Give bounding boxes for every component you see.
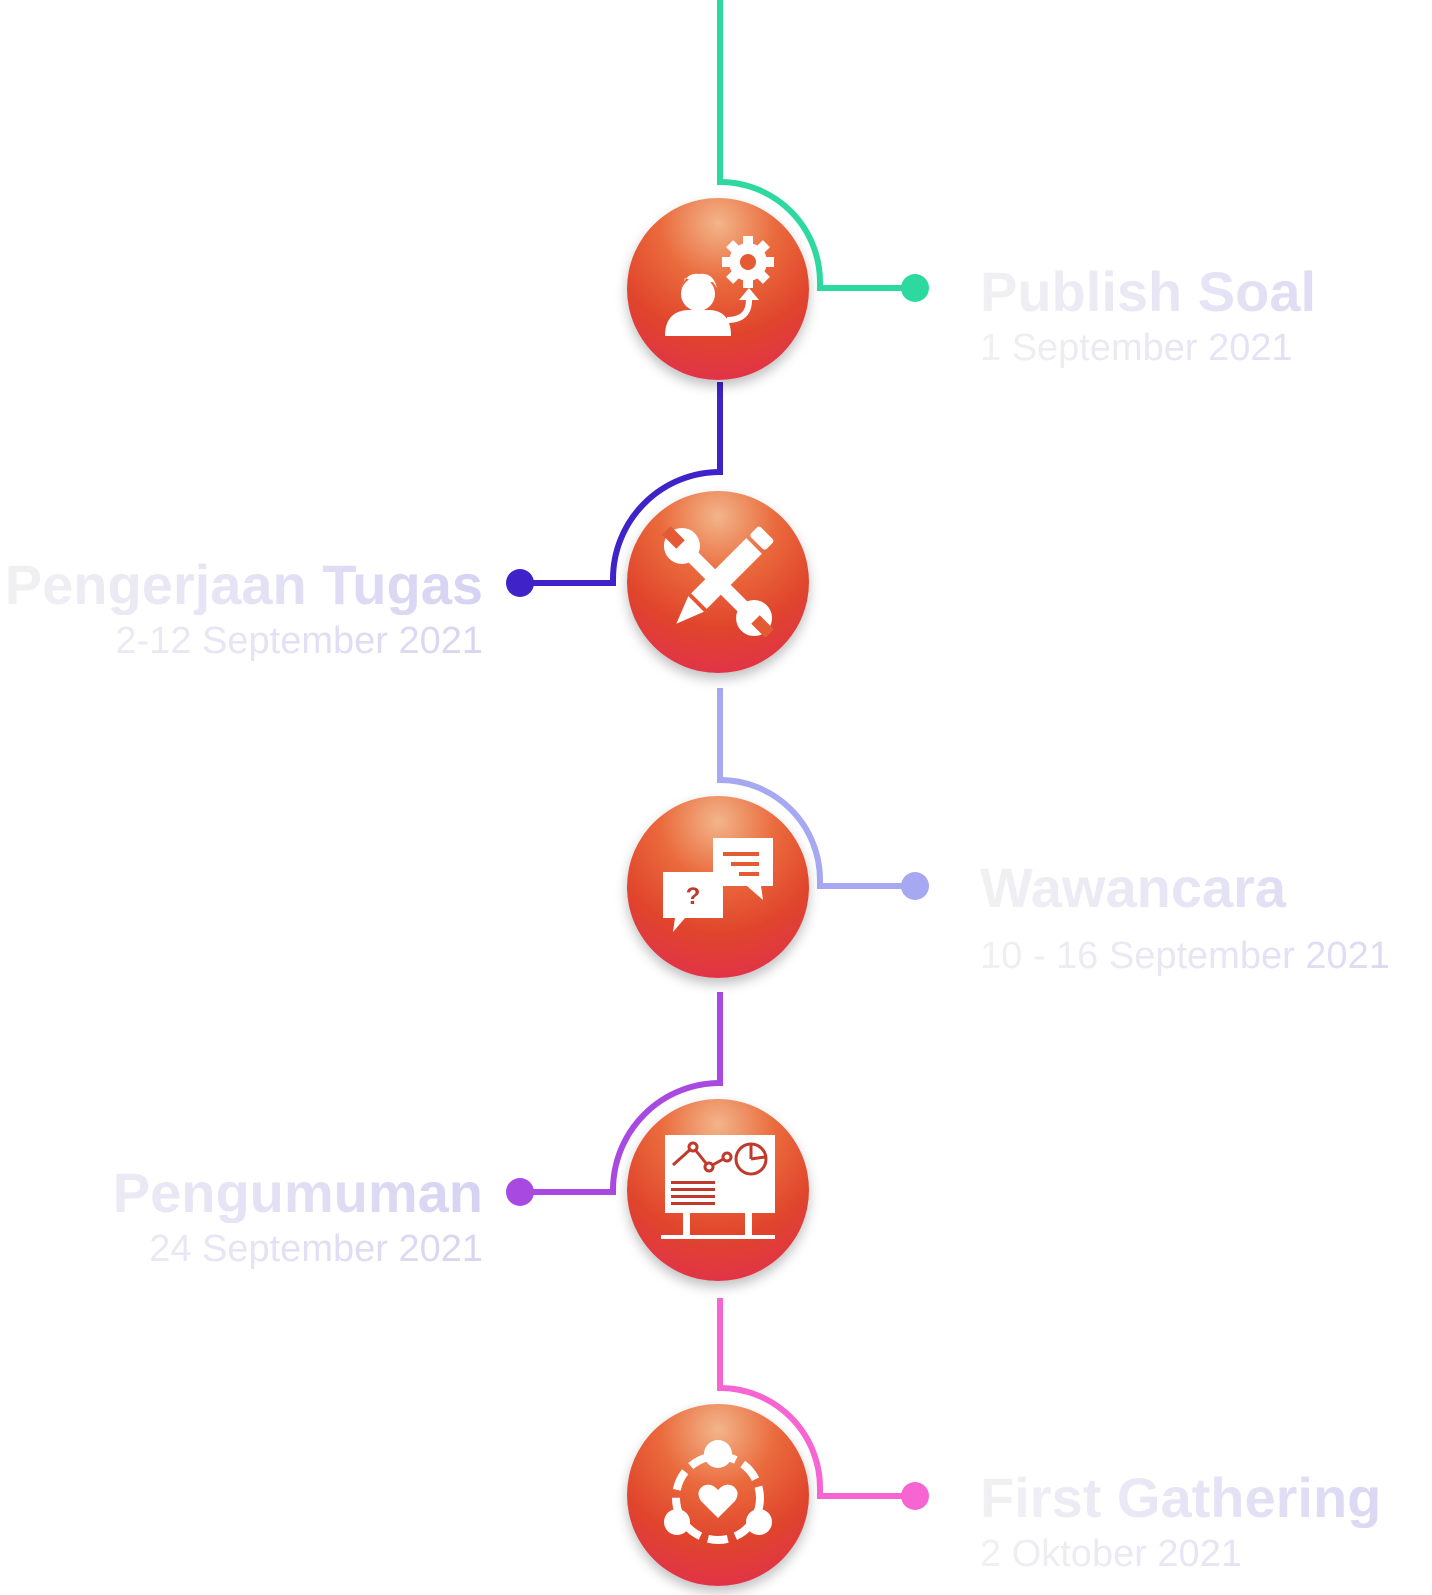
connector-wawancara bbox=[717, 688, 905, 889]
node-dot-publish-soal bbox=[901, 274, 929, 302]
chat-question-icon: ? bbox=[663, 838, 773, 932]
milestone-publish-soal bbox=[627, 198, 809, 380]
label-pengerjaan-tugas: Pengerjaan Tugas 2-12 September 2021 bbox=[3, 555, 483, 663]
milestone-date: 10 - 16 September 2021 bbox=[980, 934, 1432, 978]
milestone-title: Publish Soal bbox=[980, 262, 1432, 322]
milestone-title: First Gathering bbox=[980, 1468, 1432, 1528]
person-gear-icon bbox=[665, 236, 774, 336]
milestone-date: 24 September 2021 bbox=[3, 1227, 483, 1271]
connector-pengerjaan-tugas bbox=[520, 382, 723, 586]
node-dot-wawancara bbox=[901, 872, 929, 900]
connector-first-gathering bbox=[717, 1298, 905, 1499]
connector-publish-soal bbox=[717, 0, 905, 291]
node-dot-pengumuman bbox=[506, 1178, 534, 1206]
milestone-date: 2 Oktober 2021 bbox=[980, 1532, 1432, 1576]
milestone-pengumuman bbox=[627, 1099, 809, 1281]
node-dot-pengerjaan-tugas bbox=[506, 569, 534, 597]
milestone-title: Wawancara bbox=[980, 858, 1432, 918]
label-first-gathering: First Gathering 2 Oktober 2021 bbox=[980, 1468, 1432, 1576]
label-wawancara: Wawancara 10 - 16 September 2021 bbox=[980, 858, 1432, 978]
community-heart-icon bbox=[664, 1440, 772, 1544]
milestone-first-gathering bbox=[627, 1404, 809, 1586]
milestone-date: 2-12 September 2021 bbox=[3, 619, 483, 663]
connector-pengumuman bbox=[520, 992, 723, 1195]
milestone-date: 1 September 2021 bbox=[980, 326, 1432, 370]
milestone-wawancara: ? bbox=[627, 796, 809, 978]
presentation-board-icon bbox=[661, 1135, 775, 1239]
label-publish-soal: Publish Soal 1 September 2021 bbox=[980, 262, 1432, 370]
node-dot-first-gathering bbox=[901, 1482, 929, 1510]
milestone-title: Pengumuman bbox=[3, 1163, 483, 1223]
svg-text:?: ? bbox=[686, 883, 701, 910]
label-pengumuman: Pengumuman 24 September 2021 bbox=[3, 1163, 483, 1271]
milestone-pengerjaan-tugas bbox=[627, 491, 809, 673]
pencil-wrench-icon bbox=[662, 526, 774, 638]
milestone-title: Pengerjaan Tugas bbox=[4, 553, 483, 616]
